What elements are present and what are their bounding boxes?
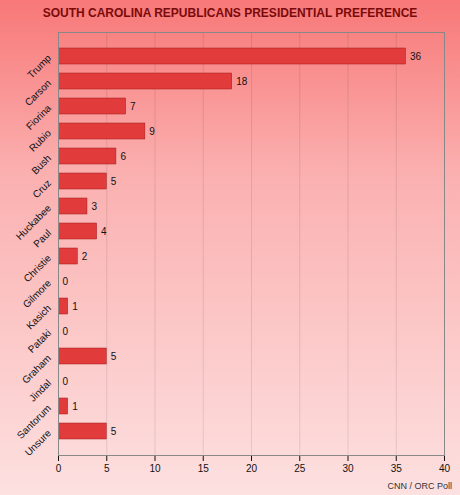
svg-text:Unsure: Unsure (23, 427, 54, 458)
svg-text:1: 1 (72, 401, 78, 412)
svg-text:0: 0 (63, 376, 69, 387)
svg-text:10: 10 (149, 463, 161, 474)
svg-text:20: 20 (246, 463, 258, 474)
html-text:CNN / ORC Poll: CNN / ORC Poll (387, 481, 452, 491)
svg-text:15: 15 (198, 463, 210, 474)
svg-text:Christie: Christie (21, 252, 53, 284)
svg-text:Pataki: Pataki (26, 327, 53, 354)
svg-text:30: 30 (342, 463, 354, 474)
svg-text:Rubio: Rubio (27, 127, 54, 154)
svg-text:Fiorina: Fiorina (24, 102, 54, 132)
svg-text:Kasich: Kasich (24, 302, 53, 331)
svg-text:0: 0 (63, 326, 69, 337)
svg-text:Graham: Graham (19, 352, 54, 386)
svg-text:5: 5 (104, 463, 110, 474)
svg-text:Gilmore: Gilmore (21, 277, 54, 310)
svg-text:1: 1 (72, 301, 78, 312)
svg-text:4: 4 (101, 226, 107, 237)
html-text:SOUTH CAROLINA REPUBLICANS PRE: SOUTH CAROLINA REPUBLICANS PRESIDENTIAL … (42, 6, 418, 20)
svg-text:0: 0 (63, 276, 69, 287)
svg-text:0: 0 (56, 463, 62, 474)
svg-text:Trump: Trump (25, 52, 53, 80)
svg-text:5: 5 (111, 176, 117, 187)
svg-text:6: 6 (120, 151, 126, 162)
svg-text:25: 25 (294, 463, 306, 474)
svg-text:40: 40 (439, 463, 451, 474)
svg-text:Jindal: Jindal (27, 377, 53, 403)
svg-text:Huckabee: Huckabee (13, 202, 54, 242)
svg-text:35: 35 (391, 463, 403, 474)
svg-text:Carson: Carson (23, 77, 54, 108)
svg-text:7: 7 (130, 101, 136, 112)
svg-text:Paul: Paul (31, 227, 53, 249)
svg-text:Bush: Bush (29, 152, 53, 176)
svg-text:3: 3 (91, 201, 97, 212)
svg-text:Cruz: Cruz (30, 177, 53, 200)
svg-text:9: 9 (149, 126, 155, 137)
svg-text:5: 5 (111, 351, 117, 362)
svg-text:2: 2 (82, 251, 88, 262)
svg-text:5: 5 (111, 426, 117, 437)
svg-text:Santorum: Santorum (14, 402, 54, 441)
svg-text:18: 18 (236, 76, 248, 87)
svg-text:36: 36 (410, 51, 422, 62)
